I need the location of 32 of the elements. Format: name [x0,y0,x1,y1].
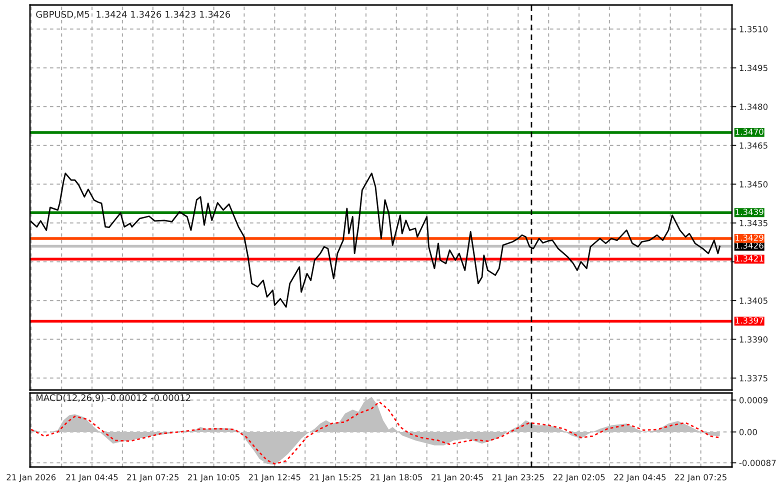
y-tick-label: 1.3435 [740,220,768,226]
ref-line-label: 1.3397 [736,317,764,324]
y-tick-label: 1.3510 [740,26,768,32]
x-tick-label: 21 Jan 18:05 [370,474,422,482]
x-tick-label: 21 Jan 15:25 [310,474,362,482]
x-tick-label: 21 Jan 23:25 [492,474,544,482]
ref-line-label: 1.3426 [736,242,764,249]
y-tick-label: 1.3495 [740,64,768,72]
x-tick-label: 22 Jan 02:05 [553,474,605,482]
x-tick-label: 22 Jan 04:45 [614,474,666,482]
ref-line-label: 1.3470 [736,128,764,135]
y-tick-label: 1.3450 [740,181,768,188]
y-tick-label: 0.00 [739,428,757,436]
y-tick-label: 1.3375 [740,375,768,382]
y-tick-label: -0.00087 [739,460,776,466]
x-tick-label: 22 Jan 07:25 [675,474,726,482]
x-tick-label: 21 Jan 20:45 [432,474,483,482]
y-tick-label: 1.3465 [740,142,768,149]
x-tick-label: 21 Jan 07:25 [127,474,179,482]
x-tick-label: 21 Jan 2026 [6,474,56,482]
x-tick-label: 21 Jan 04:45 [66,474,118,482]
y-tick-label: 1.3405 [740,298,768,304]
y-tick-label: 0.0009 [739,397,768,404]
ref-line-label: 1.3439 [736,208,764,216]
ref-line-label: 1.3421 [736,255,764,262]
y-tick-label: 1.3480 [740,104,768,110]
x-tick-label: 21 Jan 10:05 [188,474,240,482]
y-tick-label: 1.3390 [740,336,768,343]
ref-line-label: 1.3429 [736,234,764,241]
x-tick-label: 21 Jan 12:45 [248,474,300,482]
chart-title: MACD(12,26,9) -0.00012 -0.00012 [36,394,190,402]
text: GBPUSD,M5 1.3424 1.3426 1.3423 1.3426 [36,10,230,19]
